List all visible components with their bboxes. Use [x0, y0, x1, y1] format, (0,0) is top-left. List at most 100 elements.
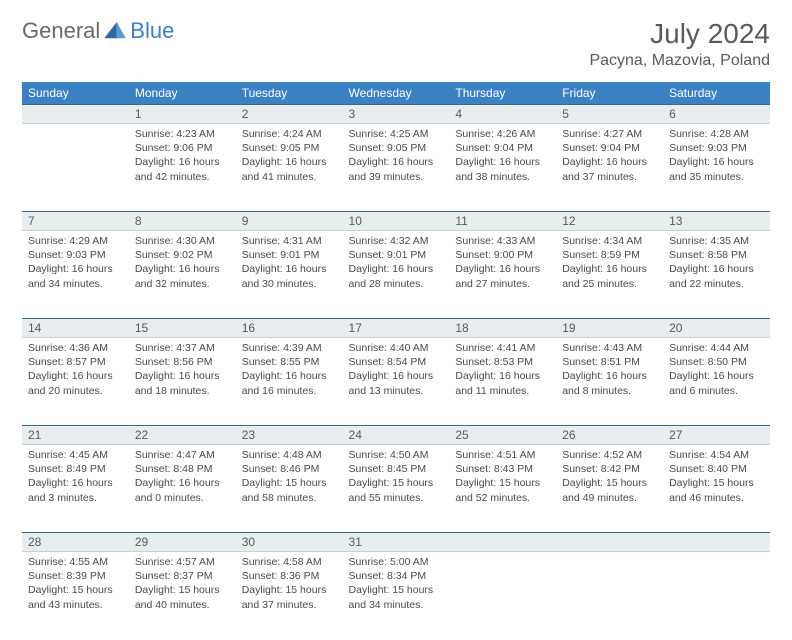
- day-number-row: 21222324252627: [22, 426, 770, 445]
- day-number: 2: [236, 105, 343, 124]
- day-cell: [22, 124, 129, 212]
- sunset-line: Sunset: 8:34 PM: [349, 569, 444, 583]
- sunrise-line: Sunrise: 4:55 AM: [28, 555, 123, 569]
- sunset-line: Sunset: 9:06 PM: [135, 141, 230, 155]
- daylight-line: Daylight: 15 hours and 52 minutes.: [455, 476, 550, 504]
- day-number: 18: [449, 319, 556, 338]
- sunset-line: Sunset: 8:40 PM: [669, 462, 764, 476]
- day-cell: Sunrise: 4:35 AMSunset: 8:58 PMDaylight:…: [663, 231, 770, 319]
- day-cell: Sunrise: 4:51 AMSunset: 8:43 PMDaylight:…: [449, 445, 556, 533]
- day-data-row: Sunrise: 4:23 AMSunset: 9:06 PM Daylight:…: [22, 124, 770, 212]
- sunrise-line: Sunrise: 4:24 AM: [242, 127, 337, 141]
- day-number: 5: [556, 105, 663, 124]
- day-cell: Sunrise: 4:23 AMSunset: 9:06 PMDaylight:…: [129, 124, 236, 212]
- sunset-line: Sunset: 9:03 PM: [28, 248, 123, 262]
- daylight-line: Daylight: 16 hours and 3 minutes.: [28, 476, 123, 504]
- day-number: 19: [556, 319, 663, 338]
- day-number: 15: [129, 319, 236, 338]
- sunrise-line: Sunrise: 4:23 AM: [135, 127, 230, 141]
- title-block: July 2024 Pacyna, Mazovia, Poland: [589, 18, 770, 70]
- day-cell: Sunrise: 4:30 AMSunset: 9:02 PMDaylight:…: [129, 231, 236, 319]
- sunrise-line: Sunrise: 4:52 AM: [562, 448, 657, 462]
- sunset-line: Sunset: 9:02 PM: [135, 248, 230, 262]
- day-number: 9: [236, 212, 343, 231]
- day-number: 29: [129, 533, 236, 552]
- daylight-line: Daylight: 15 hours and 34 minutes.: [349, 583, 444, 611]
- day-cell: Sunrise: 4:54 AMSunset: 8:40 PMDaylight:…: [663, 445, 770, 533]
- day-cell: Sunrise: 4:24 AMSunset: 9:05 PMDaylight:…: [236, 124, 343, 212]
- day-header: Monday: [129, 82, 236, 105]
- day-number: 21: [22, 426, 129, 445]
- day-cell: Sunrise: 4:43 AMSunset: 8:51 PMDaylight:…: [556, 338, 663, 426]
- day-cell: Sunrise: 4:48 AMSunset: 8:46 PMDaylight:…: [236, 445, 343, 533]
- day-cell: [449, 552, 556, 640]
- day-number: 30: [236, 533, 343, 552]
- sunset-line: Sunset: 8:37 PM: [135, 569, 230, 583]
- daylight-line: Daylight: 16 hours and 30 minutes.: [242, 262, 337, 290]
- sunset-line: Sunset: 8:57 PM: [28, 355, 123, 369]
- header: General Blue July 2024 Pacyna, Mazovia, …: [22, 18, 770, 70]
- sunrise-line: Sunrise: 5:00 AM: [349, 555, 444, 569]
- sunrise-line: Sunrise: 4:48 AM: [242, 448, 337, 462]
- daylight-line: Daylight: 16 hours and 28 minutes.: [349, 262, 444, 290]
- day-cell: Sunrise: 4:47 AMSunset: 8:48 PMDaylight:…: [129, 445, 236, 533]
- day-header-row: Sunday Monday Tuesday Wednesday Thursday…: [22, 82, 770, 105]
- sunset-line: Sunset: 9:01 PM: [349, 248, 444, 262]
- daylight-line: Daylight: 15 hours and 37 minutes.: [242, 583, 337, 611]
- day-cell: Sunrise: 4:27 AMSunset: 9:04 PMDaylight:…: [556, 124, 663, 212]
- logo: General Blue: [22, 18, 174, 44]
- day-header: Tuesday: [236, 82, 343, 105]
- day-number-row: 28293031: [22, 533, 770, 552]
- sunset-line: Sunset: 9:03 PM: [669, 141, 764, 155]
- day-cell: Sunrise: 4:55 AMSunset: 8:39 PMDaylight:…: [22, 552, 129, 640]
- sunrise-line: Sunrise: 4:54 AM: [669, 448, 764, 462]
- day-number: 16: [236, 319, 343, 338]
- calendar-table: Sunday Monday Tuesday Wednesday Thursday…: [22, 82, 770, 640]
- daylight-line: Daylight: 16 hours and 41 minutes.: [242, 155, 337, 183]
- day-cell: Sunrise: 4:41 AMSunset: 8:53 PMDaylight:…: [449, 338, 556, 426]
- sunset-line: Sunset: 8:56 PM: [135, 355, 230, 369]
- daylight-line: Daylight: 16 hours and 35 minutes.: [669, 155, 764, 183]
- month-title: July 2024: [589, 18, 770, 50]
- day-number: 8: [129, 212, 236, 231]
- sunset-line: Sunset: 8:48 PM: [135, 462, 230, 476]
- daylight-line: Daylight: 15 hours and 46 minutes.: [669, 476, 764, 504]
- daylight-line: Daylight: 15 hours and 58 minutes.: [242, 476, 337, 504]
- sunrise-line: Sunrise: 4:27 AM: [562, 127, 657, 141]
- day-number: 23: [236, 426, 343, 445]
- day-header: Thursday: [449, 82, 556, 105]
- day-number: 1: [129, 105, 236, 124]
- sunset-line: Sunset: 9:04 PM: [562, 141, 657, 155]
- day-number: 28: [22, 533, 129, 552]
- sunrise-line: Sunrise: 4:35 AM: [669, 234, 764, 248]
- day-number: 27: [663, 426, 770, 445]
- day-cell: Sunrise: 4:31 AMSunset: 9:01 PMDaylight:…: [236, 231, 343, 319]
- sunset-line: Sunset: 8:59 PM: [562, 248, 657, 262]
- sunset-line: Sunset: 8:36 PM: [242, 569, 337, 583]
- sunrise-line: Sunrise: 4:43 AM: [562, 341, 657, 355]
- daylight-line: Daylight: 16 hours and 11 minutes.: [455, 369, 550, 397]
- logo-triangle-icon: [104, 22, 126, 40]
- sunset-line: Sunset: 8:50 PM: [669, 355, 764, 369]
- sunrise-line: Sunrise: 4:31 AM: [242, 234, 337, 248]
- day-cell: Sunrise: 4:28 AMSunset: 9:03 PMDaylight:…: [663, 124, 770, 212]
- sunrise-line: Sunrise: 4:30 AM: [135, 234, 230, 248]
- day-cell: Sunrise: 4:44 AMSunset: 8:50 PMDaylight:…: [663, 338, 770, 426]
- day-number-row: 123456: [22, 105, 770, 124]
- daylight-line: Daylight: 16 hours and 22 minutes.: [669, 262, 764, 290]
- day-cell: Sunrise: 4:40 AMSunset: 8:54 PMDaylight:…: [343, 338, 450, 426]
- day-cell: Sunrise: 4:50 AMSunset: 8:45 PMDaylight:…: [343, 445, 450, 533]
- day-cell: Sunrise: 4:26 AMSunset: 9:04 PMDaylight:…: [449, 124, 556, 212]
- day-number: [449, 533, 556, 552]
- day-cell: Sunrise: 4:33 AMSunset: 9:00 PMDaylight:…: [449, 231, 556, 319]
- day-cell: Sunrise: 4:45 AMSunset: 8:49 PMDaylight:…: [22, 445, 129, 533]
- daylight-line: Daylight: 16 hours and 32 minutes.: [135, 262, 230, 290]
- day-cell: Sunrise: 4:57 AMSunset: 8:37 PMDaylight:…: [129, 552, 236, 640]
- daylight-line: Daylight: 15 hours and 49 minutes.: [562, 476, 657, 504]
- daylight-line: Daylight: 16 hours and 38 minutes.: [455, 155, 550, 183]
- day-number: 12: [556, 212, 663, 231]
- sunset-line: Sunset: 8:45 PM: [349, 462, 444, 476]
- day-number: 10: [343, 212, 450, 231]
- daylight-line: Daylight: 15 hours and 40 minutes.: [135, 583, 230, 611]
- sunrise-line: Sunrise: 4:47 AM: [135, 448, 230, 462]
